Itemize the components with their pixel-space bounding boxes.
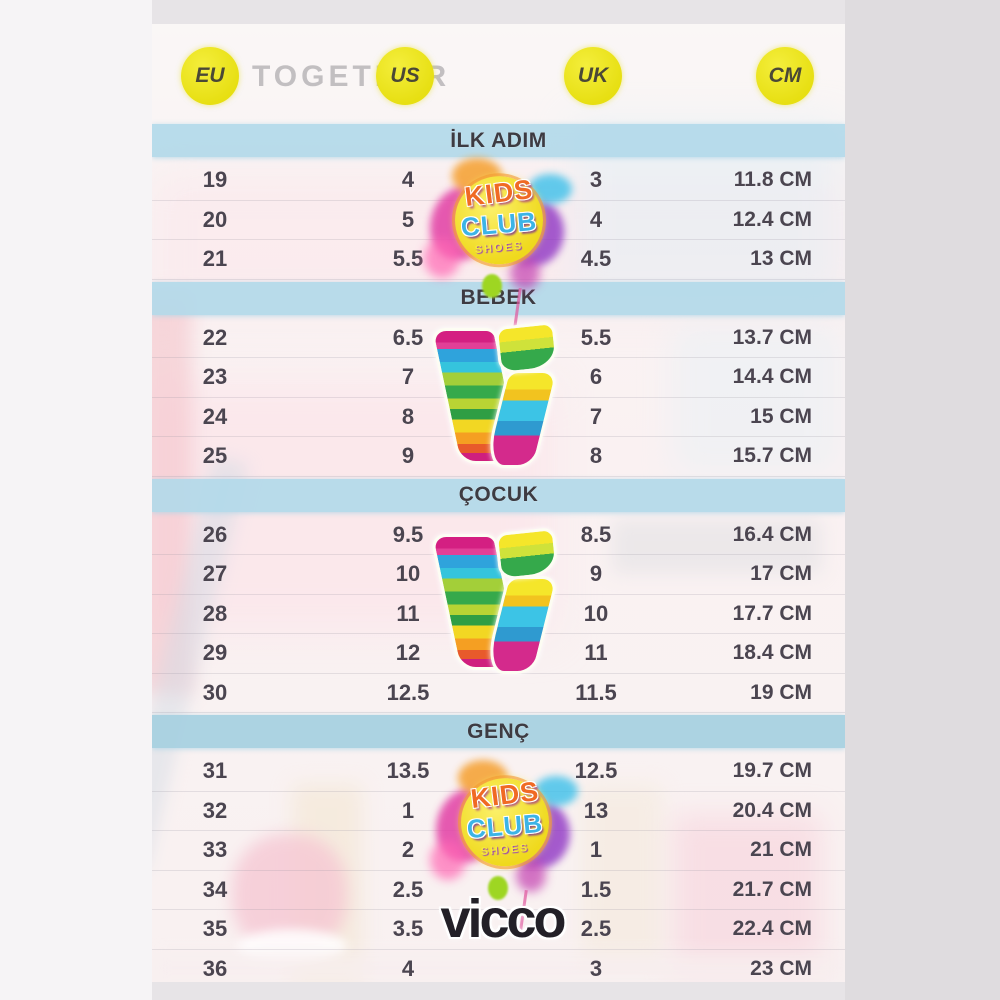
- cell-us: 3.5: [392, 916, 424, 942]
- column-header-cm: CM: [756, 47, 814, 105]
- size-chart-photo: TOGETHER EU US UK CM İLK ADIM 19 4 3 11.8 CM 20 5…: [152, 24, 845, 982]
- kids-club-logo: KIDS CLUB SHOES: [430, 754, 580, 931]
- cell-cm: 18.4 CM: [732, 641, 812, 665]
- section-title: GENÇ: [467, 719, 530, 743]
- cell-us: 6.5: [392, 324, 424, 350]
- cell-eu: 34: [202, 876, 228, 902]
- cell-uk: 7: [589, 403, 603, 429]
- paint-drop-green: [482, 274, 502, 298]
- section-header-band: GENÇ: [152, 715, 845, 748]
- page-margin-right: [845, 0, 1000, 1000]
- cell-cm: 13 CM: [750, 247, 812, 271]
- v-top-flag: [494, 320, 560, 376]
- cell-cm: 21 CM: [750, 838, 812, 862]
- cell-eu: 29: [202, 640, 228, 666]
- paint-splat-violet: [516, 858, 546, 892]
- column-header-label: EU: [195, 64, 225, 87]
- column-header-label: US: [390, 64, 420, 87]
- cell-uk: 12.5: [574, 758, 618, 784]
- cell-cm: 15 CM: [750, 404, 812, 428]
- cell-cm: 20.4 CM: [732, 798, 812, 822]
- cell-uk: 10: [583, 600, 609, 626]
- cell-eu: 26: [202, 521, 228, 547]
- cell-cm: 19 CM: [750, 680, 812, 704]
- cell-eu: 27: [202, 561, 228, 587]
- column-header-us: US: [376, 47, 434, 105]
- cell-eu: 22: [202, 324, 228, 350]
- kids-club-logo: KIDS CLUB SHOES: [424, 152, 574, 329]
- cell-us: 12: [395, 640, 421, 666]
- section-title: İLK ADIM: [450, 128, 547, 152]
- vicco-v-logo: [429, 318, 565, 468]
- cell-uk: 11.5: [575, 679, 617, 705]
- cell-cm: 19.7 CM: [732, 759, 812, 783]
- vicco-wordmark: vicco: [440, 889, 566, 949]
- table-row: 30 12.5 11.5 19 CM: [152, 674, 845, 713]
- cell-us: 4: [401, 955, 415, 981]
- cell-cm: 11.8 CM: [733, 168, 812, 192]
- cell-uk: 8: [589, 443, 603, 469]
- column-header-uk: UK: [564, 47, 622, 105]
- cell-cm: 14.4 CM: [732, 365, 812, 389]
- cell-eu: 21: [202, 246, 228, 272]
- cell-us: 2.5: [392, 876, 424, 902]
- cell-uk: 6: [589, 364, 603, 390]
- cell-cm: 17 CM: [750, 562, 812, 586]
- paint-splat-pink: [424, 238, 460, 278]
- cell-uk: 3: [589, 955, 603, 981]
- cell-cm: 13.7 CM: [732, 325, 812, 349]
- cell-uk: 9: [589, 561, 603, 587]
- section-header-band: ÇOCUK: [152, 478, 845, 512]
- v-top-flag: [494, 526, 560, 582]
- cell-cm: 22.4 CM: [732, 917, 812, 941]
- paint-drop-green: [488, 876, 508, 900]
- kids-club-text-club: CLUB: [459, 205, 539, 243]
- cell-cm: 17.7 CM: [732, 601, 812, 625]
- cell-us: 7: [401, 364, 415, 390]
- cell-eu: 33: [202, 837, 228, 863]
- cell-uk: 5.5: [580, 324, 612, 350]
- paint-splat-pink: [430, 840, 466, 880]
- cell-us: 13.5: [386, 758, 430, 784]
- cell-eu: 36: [202, 955, 228, 981]
- cell-eu: 24: [202, 403, 228, 429]
- cell-eu: 32: [202, 797, 228, 823]
- cell-eu: 28: [202, 600, 228, 626]
- cell-cm: 12.4 CM: [732, 207, 812, 231]
- page-margin-left: [0, 0, 152, 1000]
- column-header-row: EU US UK CM: [152, 24, 845, 124]
- cell-uk: 11: [584, 640, 608, 666]
- section-title: ÇOCUK: [458, 483, 539, 506]
- cell-cm: 15.7 CM: [732, 444, 812, 468]
- cell-uk: 8.5: [580, 521, 612, 547]
- vicco-v-logo: [429, 524, 565, 674]
- cell-eu: 19: [202, 167, 228, 193]
- cell-eu: 23: [202, 364, 228, 390]
- cell-cm: 23 CM: [750, 956, 812, 980]
- cell-us: 1: [401, 797, 415, 823]
- cell-eu: 25: [202, 443, 228, 469]
- cell-eu: 20: [202, 206, 228, 232]
- table-row: 36 4 3 23 CM: [152, 950, 845, 983]
- column-header-label: CM: [768, 64, 802, 87]
- cell-us: 2: [401, 837, 415, 863]
- cell-cm: 21.7 CM: [732, 877, 812, 901]
- kids-club-text-club: CLUB: [465, 807, 545, 845]
- cell-eu: 30: [202, 679, 228, 705]
- column-header-label: UK: [577, 64, 609, 87]
- cell-cm: 16.4 CM: [732, 522, 812, 546]
- cell-eu: 31: [202, 758, 228, 784]
- cell-us: 12.5: [386, 679, 430, 705]
- cell-eu: 35: [202, 916, 228, 942]
- column-header-eu: EU: [181, 47, 239, 105]
- kids-club-yellow-badge: [461, 778, 549, 867]
